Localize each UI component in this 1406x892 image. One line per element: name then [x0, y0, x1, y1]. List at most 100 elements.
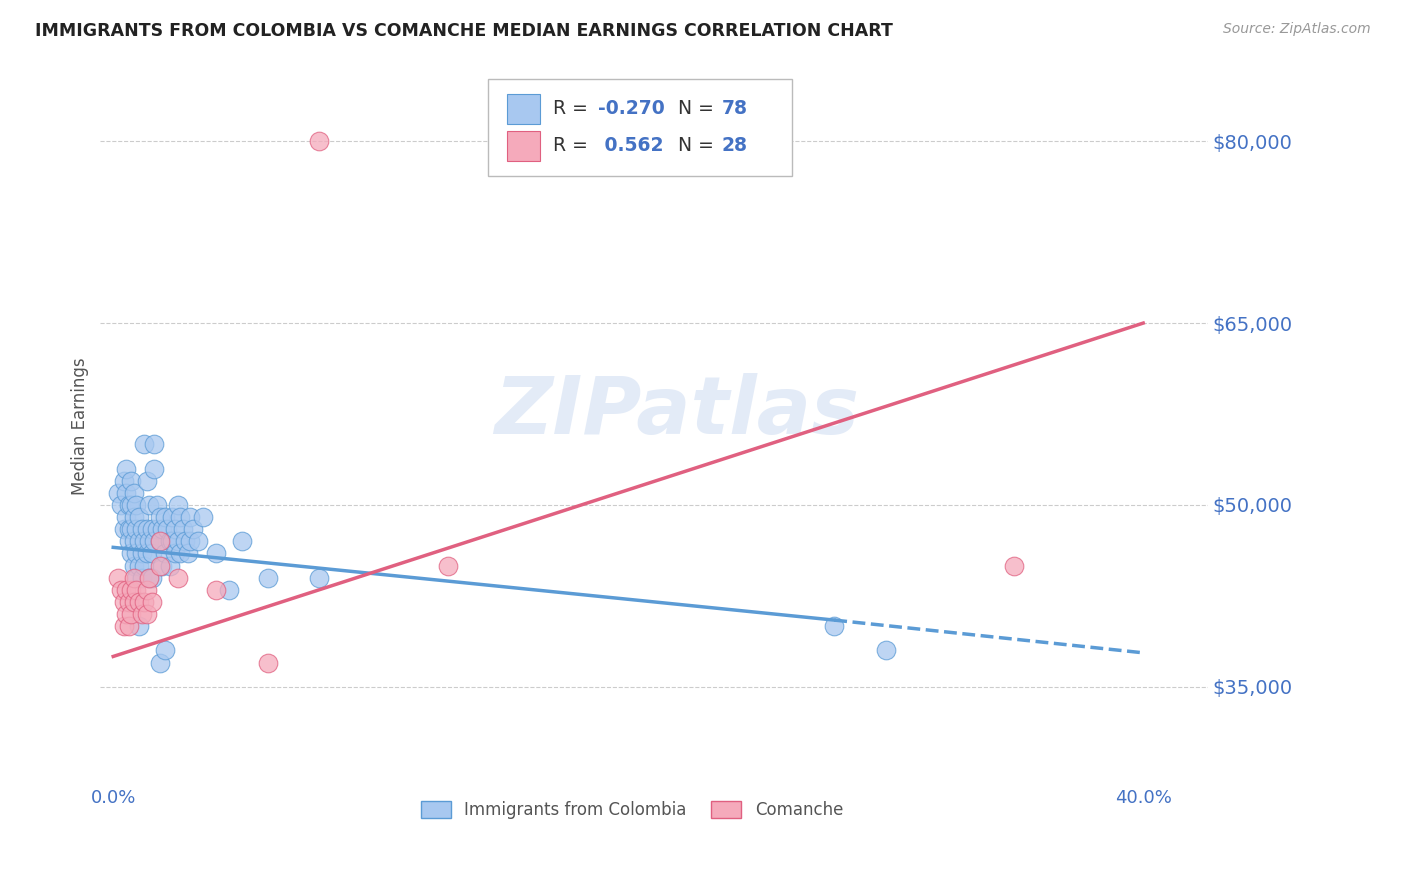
Point	[134, 558, 156, 573]
Point	[162, 534, 184, 549]
Point	[166, 534, 188, 549]
Point	[112, 474, 135, 488]
Point	[141, 522, 163, 536]
Point	[128, 534, 150, 549]
Point	[122, 510, 145, 524]
Point	[156, 522, 179, 536]
Point	[125, 498, 148, 512]
Point	[115, 607, 138, 621]
Point	[148, 656, 170, 670]
Point	[141, 571, 163, 585]
Point	[135, 522, 157, 536]
Text: IMMIGRANTS FROM COLOMBIA VS COMANCHE MEDIAN EARNINGS CORRELATION CHART: IMMIGRANTS FROM COLOMBIA VS COMANCHE MED…	[35, 22, 893, 40]
Point	[141, 546, 163, 560]
Point	[181, 522, 204, 536]
Point	[138, 571, 160, 585]
Point	[166, 498, 188, 512]
Point	[128, 510, 150, 524]
Point	[112, 595, 135, 609]
Point	[115, 582, 138, 597]
Point	[163, 546, 186, 560]
Point	[148, 534, 170, 549]
Point	[146, 522, 169, 536]
Point	[135, 607, 157, 621]
Point	[115, 510, 138, 524]
Point	[205, 546, 228, 560]
Point	[256, 656, 278, 670]
Point	[143, 534, 166, 549]
Point	[125, 582, 148, 597]
Point	[256, 571, 278, 585]
Point	[179, 534, 201, 549]
Point	[115, 485, 138, 500]
Text: R =: R =	[553, 136, 600, 155]
Point	[118, 534, 141, 549]
Point	[131, 546, 153, 560]
Point	[112, 522, 135, 536]
Point	[150, 522, 173, 536]
Text: N =: N =	[678, 136, 720, 155]
Point	[125, 546, 148, 560]
Point	[162, 510, 184, 524]
Point	[118, 522, 141, 536]
Point	[823, 619, 845, 633]
Point	[148, 558, 170, 573]
Legend: Immigrants from Colombia, Comanche: Immigrants from Colombia, Comanche	[413, 794, 849, 825]
Point	[125, 571, 148, 585]
Text: 78: 78	[721, 99, 748, 118]
Point	[169, 510, 191, 524]
Point	[120, 546, 142, 560]
Point	[153, 643, 176, 657]
Point	[134, 534, 156, 549]
Point	[118, 498, 141, 512]
Point	[153, 510, 176, 524]
Point	[179, 510, 201, 524]
Point	[1004, 558, 1026, 573]
Point	[122, 485, 145, 500]
Text: R =: R =	[553, 99, 595, 118]
Point	[138, 498, 160, 512]
Point	[166, 571, 188, 585]
Point	[146, 498, 169, 512]
Point	[875, 643, 897, 657]
Point	[308, 134, 330, 148]
Point	[125, 522, 148, 536]
Text: 28: 28	[721, 136, 748, 155]
Point	[128, 558, 150, 573]
Point	[138, 571, 160, 585]
Bar	[506, 94, 540, 124]
Point	[134, 595, 156, 609]
Point	[193, 510, 215, 524]
Point	[148, 534, 170, 549]
Point	[135, 546, 157, 560]
Point	[120, 498, 142, 512]
Point	[308, 571, 330, 585]
Point	[107, 571, 129, 585]
Point	[122, 558, 145, 573]
Point	[141, 595, 163, 609]
Point	[150, 558, 173, 573]
Point	[107, 485, 129, 500]
Point	[138, 534, 160, 549]
Point	[148, 510, 170, 524]
Point	[131, 522, 153, 536]
Point	[118, 595, 141, 609]
Point	[169, 546, 191, 560]
Point	[159, 534, 181, 549]
Point	[110, 582, 132, 597]
Point	[128, 595, 150, 609]
Point	[135, 582, 157, 597]
Point	[134, 437, 156, 451]
Point	[143, 437, 166, 451]
Point	[231, 534, 253, 549]
Point	[131, 571, 153, 585]
Text: Source: ZipAtlas.com: Source: ZipAtlas.com	[1223, 22, 1371, 37]
Point	[159, 558, 181, 573]
Point	[120, 522, 142, 536]
Text: -0.270: -0.270	[598, 99, 664, 118]
Point	[135, 474, 157, 488]
Point	[120, 582, 142, 597]
Point	[120, 474, 142, 488]
Point	[174, 534, 197, 549]
Text: N =: N =	[678, 99, 720, 118]
